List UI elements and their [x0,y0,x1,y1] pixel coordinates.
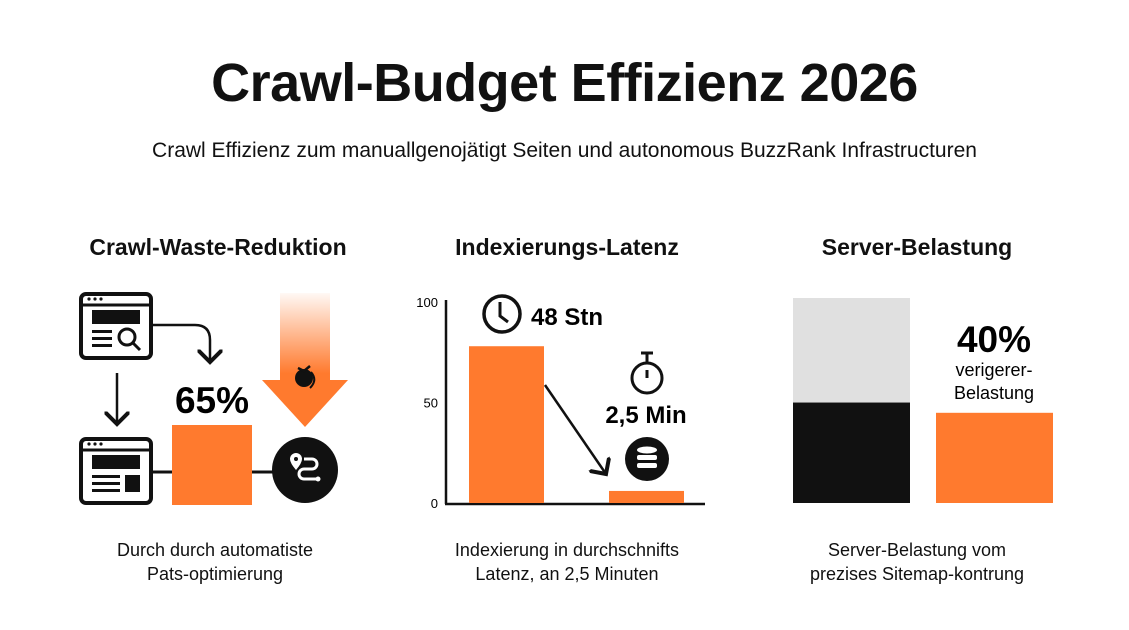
value-sub-1: verigerer- [955,360,1032,380]
clock-icon [482,294,522,334]
y-tick-label: 50 [424,396,438,411]
page-title: Crawl-Budget Effizienz 2026 [211,53,918,113]
server-load-chart [793,298,1053,503]
caption-latenz: Indexierung in durchschnifts Latenz, an 2… [397,538,737,586]
value-65: 65% [175,380,249,421]
bar-load-before [793,402,910,503]
panel-heading-latenz: Indexierungs-Latenz [455,234,679,260]
bar-load-after [936,412,1053,503]
value-sub-2: Belastung [954,383,1034,403]
caption-line: Pats-optimierung [146,564,284,584]
y-tick-label: 0 [431,496,438,511]
panel-heading-crawl-waste: Crawl-Waste-Reduktion [89,234,347,260]
data-label-2-5: 2,5 Min [605,402,686,429]
latency-bar-chart: 0 50 100 [416,295,705,511]
bar-nachher [609,490,684,503]
orange-down-arrow [262,293,348,427]
caption-line: Server-Belastung vom [827,540,1007,560]
database-icon [625,437,669,481]
browser-page-icon [79,437,153,505]
panel-heading-server: Server-Belastung [821,234,1013,260]
bar-vorher [469,346,544,503]
value-40: 40% [957,319,1031,360]
caption-crawl-waste: Durch durch automatiste Pats-optimierung [45,538,385,586]
browser-search-icon [79,292,153,360]
caption-line: Indexierung in durchschnifts [454,540,680,560]
curved-arrow-icon [152,323,210,362]
y-tick-label: 100 [416,295,438,310]
route-icon [272,437,338,503]
caption-line: Durch durch automatiste [116,540,314,560]
reduction-square [172,425,252,505]
trend-arrow [543,384,606,474]
money-bag-icon [295,365,316,389]
caption-server: Server-Belastung vom prezises Sitemap-kon… [747,538,1087,586]
subtitle: Crawl Effizienz zum manuallgenojätigt Se… [152,139,977,162]
caption-line: prezises Sitemap-kontrung [809,564,1025,584]
stopwatch-icon [630,351,664,395]
caption-line: Latenz, an 2,5 Minuten [475,564,659,584]
data-label-48: 48 Stn [531,304,603,331]
